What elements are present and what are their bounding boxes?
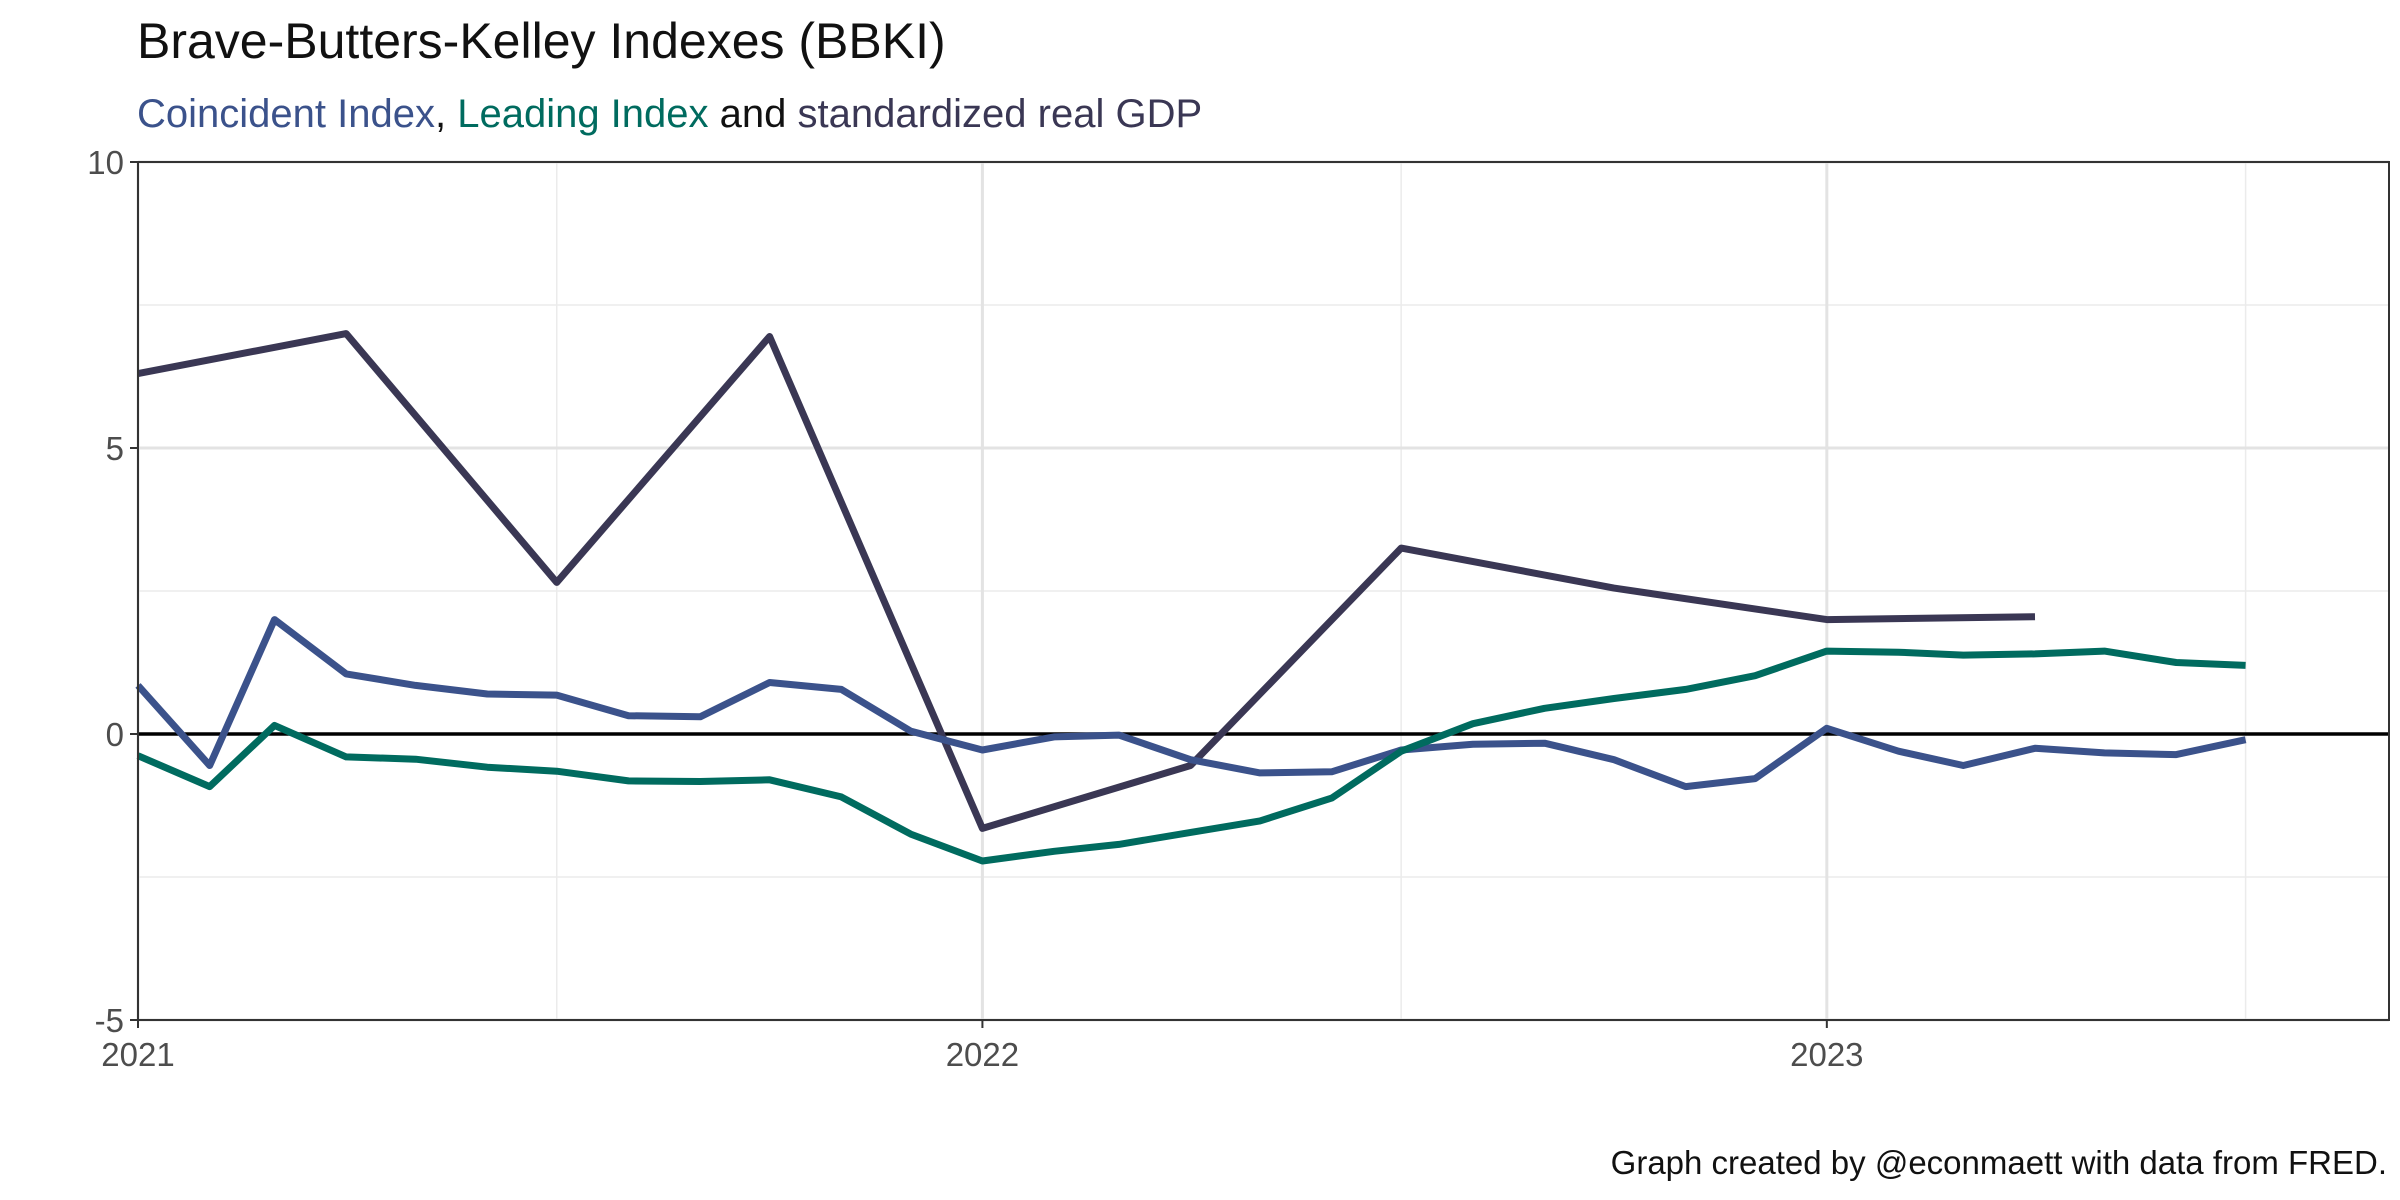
- series-layer: [135, 330, 2247, 865]
- plot-border: [137, 161, 2390, 1021]
- y-tick-label: 5: [106, 430, 124, 467]
- x-tick-label: 2021: [101, 1036, 174, 1073]
- chart-title: Brave-Butters-Kelley Indexes (BBKI): [137, 13, 946, 69]
- subtitle-real-gdp: standardized real GDP: [798, 92, 1203, 136]
- subtitle-comma: ,: [435, 92, 457, 136]
- y-tick-label: 10: [87, 144, 124, 181]
- subtitle-and: and: [709, 92, 798, 136]
- x-tick-label: 2023: [1790, 1036, 1863, 1073]
- y-tick-label: -5: [95, 1002, 124, 1039]
- axis-layer: -5 0 5 10 2021 2022 2023: [87, 144, 1863, 1073]
- series-line-gdp: [137, 330, 2036, 832]
- y-tick-label: 0: [106, 716, 124, 753]
- chart-subtitle: Coincident Index, Leading Index and stan…: [137, 92, 1202, 136]
- caption: Graph created by @econmaett with data fr…: [1611, 1144, 2387, 1181]
- x-tick-label: 2022: [946, 1036, 1019, 1073]
- series-line-leading: [136, 647, 2246, 865]
- series-line-coincident: [135, 616, 2247, 791]
- subtitle-coincident-index: Coincident Index: [137, 92, 435, 136]
- subtitle-leading-index: Leading Index: [457, 92, 708, 136]
